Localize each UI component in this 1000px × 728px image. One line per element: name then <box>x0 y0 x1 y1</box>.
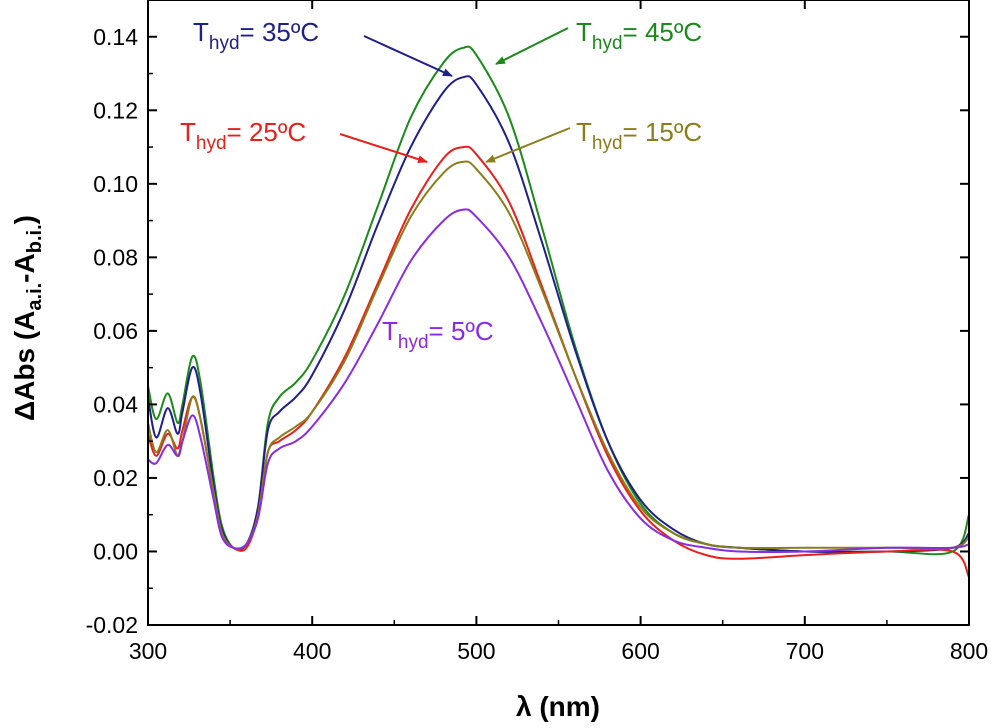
series-layer <box>147 45 970 578</box>
y-tick-label: 0.08 <box>93 244 138 270</box>
ticks-layer: 300 400 500 600 700 800 -0.02 0.00 0.02 0.04 0.06 0… <box>86 0 988 664</box>
x-tick-label: 600 <box>621 638 659 664</box>
series-annotation-0: Thyd= 45ºC <box>576 17 702 54</box>
y-tick-label: 0.00 <box>93 538 138 564</box>
y-axis-title-prefix: ΔAbs (A <box>9 311 40 421</box>
annotation-value: = 25ºC <box>227 117 307 147</box>
series-annotation-2: Thyd= 25ºC <box>180 117 306 154</box>
y-tick-label: 0.12 <box>93 97 138 123</box>
y-axis-title-sub-ai: a.i. <box>24 283 46 311</box>
series-line-3 <box>147 160 970 550</box>
annotation-arrow-1 <box>363 35 453 77</box>
series-annotation-4: Thyd= 5ºC <box>382 316 494 353</box>
annotation-subscript: hyd <box>398 332 429 353</box>
annotation-value: = 45ºC <box>623 17 703 47</box>
x-axis-title: λ (nm) <box>516 691 600 722</box>
x-tick-label: 300 <box>129 638 167 664</box>
x-tick-label: 500 <box>457 638 495 664</box>
series-annotation-1: Thyd= 35ºC <box>193 17 319 54</box>
annotation-value: = 35ºC <box>240 17 320 47</box>
annotation-symbol: T <box>576 117 592 147</box>
annotation-value: = 15ºC <box>623 117 703 147</box>
annotation-value: = 5ºC <box>429 316 494 346</box>
y-tick-label: 0.02 <box>93 465 138 491</box>
annotation-arrow-0 <box>495 27 569 65</box>
y-tick-label: 0.04 <box>93 391 138 417</box>
annotation-symbol: T <box>576 17 592 47</box>
series-annotation-3: Thyd= 15ºC <box>576 117 702 154</box>
x-tick-label: 700 <box>786 638 824 664</box>
annotation-subscript: hyd <box>592 133 623 154</box>
y-tick-label: 0.14 <box>93 24 138 50</box>
series-line-4 <box>147 208 970 553</box>
y-axis-title-suffix: ) <box>9 215 40 224</box>
annotation-subscript: hyd <box>209 33 240 54</box>
x-tick-label: 800 <box>950 638 988 664</box>
y-axis-title: ΔAbs (Aa.i.-Ab.i.) <box>9 215 46 421</box>
y-tick-label: -0.02 <box>86 612 138 638</box>
plot-frame <box>147 0 970 626</box>
annotation-symbol: T <box>382 316 398 346</box>
annotation-symbol: T <box>193 17 209 47</box>
annotation-arrow-3 <box>485 127 571 163</box>
y-tick-label: 0.10 <box>93 171 138 197</box>
x-tick-label: 400 <box>293 638 331 664</box>
annotation-symbol: T <box>180 117 196 147</box>
annotation-arrow-2 <box>339 133 428 164</box>
annotation-subscript: hyd <box>196 133 227 154</box>
y-axis-title-sub-bi: b.i. <box>24 224 46 253</box>
series-line-1 <box>147 75 970 553</box>
annotation-subscript: hyd <box>592 33 623 54</box>
y-axis-title-mid: -A <box>9 253 40 283</box>
y-tick-label: 0.06 <box>93 318 138 344</box>
